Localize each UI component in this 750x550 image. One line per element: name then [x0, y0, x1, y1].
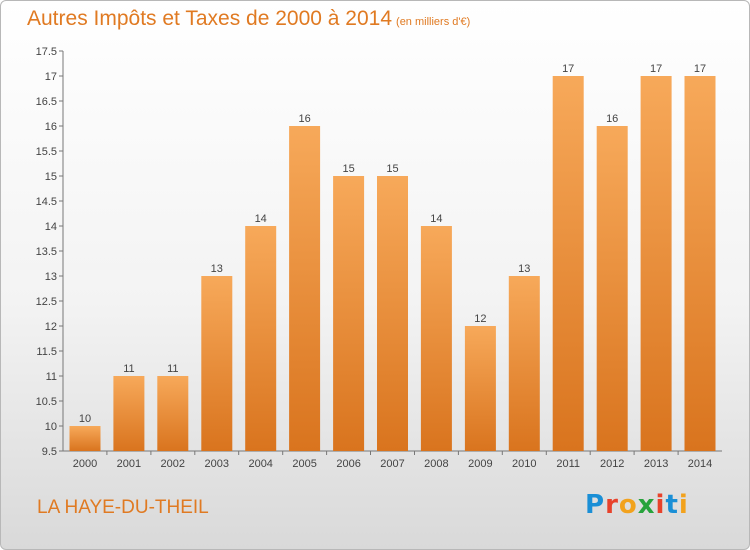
x-tick-label-2009: 2009	[468, 458, 492, 470]
x-tick-label-2013: 2013	[644, 458, 668, 470]
x-axis: 2000 2001 2002 2003 2004 2005 2006 2007 2008 2009…	[63, 450, 722, 470]
y-tick-label: 17.5	[36, 46, 57, 58]
x-tick-label-2011: 2011	[556, 458, 580, 470]
y-tick-label: 9.5	[42, 446, 57, 458]
bar-2005	[289, 126, 321, 451]
bar-2014	[684, 76, 716, 451]
x-tick-label-2014: 2014	[688, 458, 712, 470]
bar-2009	[464, 326, 496, 451]
logo-letter: P	[585, 490, 606, 520]
x-tick-label-2007: 2007	[380, 458, 404, 470]
x-tick-label-2003: 2003	[205, 458, 229, 470]
logo-letter: r	[605, 490, 619, 520]
bar-2006	[333, 176, 365, 451]
logo-letter: t	[665, 490, 679, 520]
y-tick-label: 10	[45, 421, 57, 433]
y-tick-label: 16	[45, 121, 57, 133]
logo-letter: i	[678, 490, 689, 520]
x-tick-label-2001: 2001	[117, 458, 141, 470]
data-label-2010: 13	[518, 263, 530, 275]
data-label-2007: 15	[386, 163, 398, 175]
data-label-2003: 13	[211, 263, 223, 275]
x-tick-label-2000: 2000	[73, 458, 97, 470]
data-label-2008: 14	[430, 213, 442, 225]
bar-2013	[640, 76, 672, 451]
bar-2011	[552, 76, 584, 451]
data-label-2004: 14	[255, 213, 267, 225]
x-tick-label-2010: 2010	[512, 458, 536, 470]
x-tick-label-2002: 2002	[161, 458, 185, 470]
data-label-2001: 11	[123, 363, 134, 375]
x-tick-label-2012: 2012	[600, 458, 624, 470]
y-tick-label: 15	[45, 171, 57, 183]
data-label-2014: 17	[694, 63, 706, 75]
commune-name: LA HAYE-DU-THEIL	[37, 497, 209, 518]
y-tick-label: 15.5	[36, 146, 57, 158]
y-tick-label: 11	[46, 371, 57, 383]
y-tick-label: 14.5	[36, 196, 57, 208]
data-label-2006: 15	[342, 163, 354, 175]
bar-2010	[508, 276, 540, 451]
logo-letter: o	[618, 490, 638, 520]
bar-2008	[420, 226, 452, 451]
data-label-2000: 10	[79, 413, 91, 425]
data-label-2002: 11	[167, 363, 178, 375]
logo-letter: x	[637, 490, 656, 520]
bar-2007	[377, 176, 408, 451]
y-tick-label: 13	[45, 271, 57, 283]
chart-title-unit: (en milliers d'€)	[396, 16, 471, 28]
y-tick-label: 10.5	[36, 396, 57, 408]
bar-2001	[113, 376, 145, 451]
y-tick-label: 11.5	[36, 346, 57, 358]
bar-2003	[201, 276, 233, 451]
y-tick-label: 14	[45, 221, 57, 233]
logo-letter: i	[655, 490, 666, 520]
y-tick-label: 16.5	[36, 96, 57, 108]
x-tick-label-2004: 2004	[248, 458, 272, 470]
data-label-2005: 16	[298, 113, 310, 125]
y-tick-label: 12	[45, 321, 57, 333]
data-label-2013: 17	[650, 63, 662, 75]
data-label-2009: 12	[474, 313, 486, 325]
y-tick-label: 17	[45, 71, 57, 83]
data-label-2011: 17	[562, 63, 574, 75]
x-tick-label-2005: 2005	[292, 458, 316, 470]
x-tick-label-2006: 2006	[336, 458, 360, 470]
bar-2000	[69, 426, 101, 451]
y-axis: 9.5 10 10.5 11 11.5 12 12.5 13 13.5 14 14.5 15 15.5 1…	[36, 46, 64, 458]
bars	[69, 76, 716, 451]
data-labels: 10 11 11 13 14 16 15 15 14 12 13 17 16 17 17	[79, 63, 706, 425]
bar-2002	[157, 376, 189, 451]
data-label-2012: 16	[606, 113, 618, 125]
chart-title-text: Autres Impôts et Taxes de 2000 à 2014	[27, 7, 393, 30]
bar-2012	[596, 126, 628, 451]
y-tick-label: 12.5	[36, 296, 57, 308]
y-tick-label: 13.5	[36, 246, 57, 258]
chart-title: Autres Impôts et Taxes de 2000 à 2014 (en…	[27, 7, 470, 31]
x-tick-label-2008: 2008	[424, 458, 448, 470]
bar-2004	[245, 226, 277, 451]
proxiti-logo: Proxiti	[585, 490, 689, 520]
